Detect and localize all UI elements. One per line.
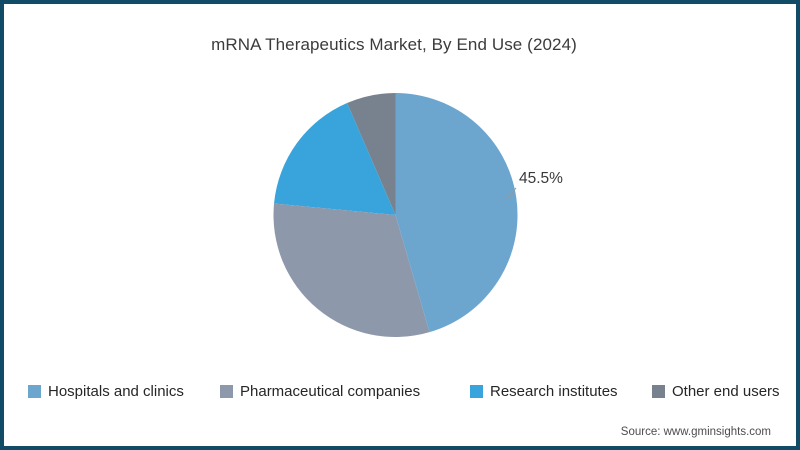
pie-svg: [273, 93, 518, 338]
legend-label: Pharmaceutical companies: [240, 382, 421, 400]
pie-slice-hospitals-and-clinics: [395, 93, 518, 333]
pie-chart: [255, 71, 535, 351]
legend-item-hospitals-and-clinics: Hospitals and clinics: [28, 379, 184, 403]
source-note: Source: www.gminsights.com: [620, 426, 771, 438]
legend-swatch-research-icon: [470, 384, 483, 398]
chart-title: mRNA Therapeutics Market, By End Use (20…: [211, 35, 577, 54]
legend-item-research-institutes: Research institutes: [470, 379, 618, 403]
hospitals-percent-label: 45.5%: [519, 170, 563, 187]
label-leader-line: [505, 187, 517, 201]
legend-item-other-end-users: Other end users: [652, 379, 780, 403]
legend-swatch-other-icon: [652, 384, 665, 398]
legend-swatch-hospitals-icon: [28, 384, 41, 398]
legend: Hospitals and clinics Pharmaceutical com…: [4, 379, 796, 403]
legend-item-pharmaceutical-companies: Pharmaceutical companies: [220, 379, 420, 403]
legend-label: Hospitals and clinics: [48, 382, 184, 400]
pie-slice-other-end-users: [347, 93, 396, 215]
pie-slice-pharmaceutical-companies: [273, 203, 430, 338]
legend-label: Other end users: [672, 382, 780, 400]
legend-swatch-pharmaceutical-icon: [220, 384, 233, 398]
pie-slice-research-institutes: [274, 103, 396, 215]
legend-label: Research institutes: [490, 382, 618, 400]
